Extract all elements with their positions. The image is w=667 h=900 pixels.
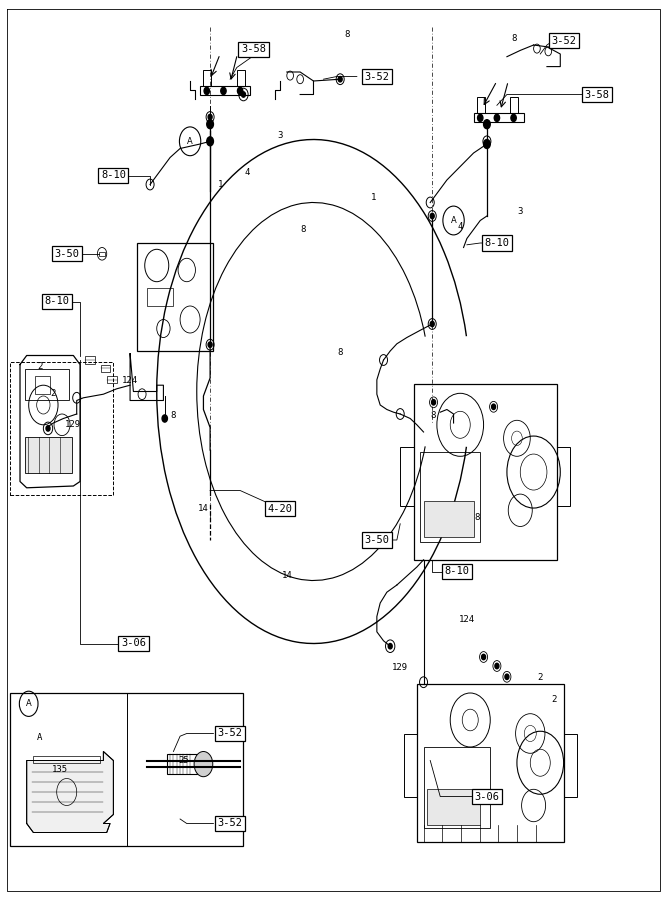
Text: 124: 124 <box>122 376 138 385</box>
Bar <box>424 501 474 537</box>
Bar <box>203 70 211 86</box>
Text: 8-10: 8-10 <box>44 296 69 307</box>
Bar <box>167 754 197 774</box>
Text: 8-10: 8-10 <box>444 566 470 577</box>
Text: 135: 135 <box>52 765 68 774</box>
Circle shape <box>478 114 483 122</box>
Circle shape <box>208 342 212 347</box>
Bar <box>25 369 69 400</box>
Circle shape <box>338 76 342 82</box>
Circle shape <box>484 140 490 148</box>
Text: 8: 8 <box>344 30 350 39</box>
Circle shape <box>511 114 516 122</box>
Polygon shape <box>27 752 113 833</box>
Text: 1: 1 <box>217 180 223 189</box>
Text: 3-50: 3-50 <box>364 535 390 545</box>
Circle shape <box>162 415 167 422</box>
Circle shape <box>207 137 213 146</box>
Bar <box>404 734 417 796</box>
Bar <box>400 447 414 506</box>
Bar <box>10 693 243 846</box>
Bar <box>424 747 490 828</box>
Circle shape <box>430 321 434 327</box>
Bar <box>564 734 577 796</box>
Text: 8-10: 8-10 <box>484 238 510 248</box>
Bar <box>420 452 480 542</box>
Text: 25: 25 <box>178 756 189 765</box>
Circle shape <box>388 644 392 649</box>
Bar <box>10 362 113 495</box>
Text: 8: 8 <box>474 513 480 522</box>
Text: 14: 14 <box>281 572 292 580</box>
Text: 3-52: 3-52 <box>217 728 243 739</box>
Bar <box>107 376 117 383</box>
Text: 8: 8 <box>171 411 176 420</box>
Circle shape <box>241 92 245 97</box>
Text: 2: 2 <box>538 673 543 682</box>
Bar <box>477 97 485 113</box>
Text: 3-58: 3-58 <box>584 89 610 100</box>
Bar <box>427 789 480 825</box>
Text: 8-10: 8-10 <box>101 170 126 181</box>
Bar <box>474 113 524 122</box>
Circle shape <box>221 87 226 94</box>
Text: 3-06: 3-06 <box>474 791 500 802</box>
Circle shape <box>207 120 213 129</box>
Circle shape <box>494 114 500 122</box>
Circle shape <box>432 400 436 405</box>
Text: A: A <box>451 216 456 225</box>
Circle shape <box>430 213 434 219</box>
Circle shape <box>194 752 213 777</box>
Circle shape <box>204 87 209 94</box>
Text: 8: 8 <box>431 411 436 420</box>
Text: 4-20: 4-20 <box>267 503 293 514</box>
Text: 14: 14 <box>198 504 209 513</box>
Circle shape <box>237 87 243 94</box>
Text: 8: 8 <box>338 348 343 357</box>
Text: 3: 3 <box>518 207 523 216</box>
Text: 129: 129 <box>65 420 81 429</box>
Text: 3-50: 3-50 <box>54 248 79 259</box>
Text: 124: 124 <box>459 615 475 624</box>
Text: 4: 4 <box>458 222 463 231</box>
Bar <box>557 447 570 506</box>
Bar <box>35 376 50 394</box>
Bar <box>237 70 245 86</box>
Text: 3-52: 3-52 <box>364 71 390 82</box>
Text: 3-52: 3-52 <box>217 818 243 829</box>
Circle shape <box>484 120 490 129</box>
Circle shape <box>46 426 50 431</box>
Text: A: A <box>26 699 31 708</box>
Circle shape <box>495 663 499 669</box>
Bar <box>147 288 173 306</box>
Bar <box>25 436 72 472</box>
Bar <box>101 364 110 372</box>
Circle shape <box>505 674 509 680</box>
Circle shape <box>208 114 212 120</box>
Bar <box>417 684 564 842</box>
Text: 2: 2 <box>551 695 556 704</box>
Text: 2: 2 <box>51 389 56 398</box>
Text: 3-52: 3-52 <box>551 35 576 46</box>
Text: 8: 8 <box>511 34 516 43</box>
Circle shape <box>492 404 496 410</box>
Text: 4: 4 <box>244 168 249 177</box>
Text: 3-58: 3-58 <box>241 44 266 55</box>
Circle shape <box>482 654 486 660</box>
Text: A: A <box>37 734 43 742</box>
Bar <box>99 252 105 256</box>
Text: A: A <box>187 137 193 146</box>
Bar <box>85 356 95 364</box>
Text: 129: 129 <box>392 663 408 672</box>
Text: 3: 3 <box>277 130 283 140</box>
Text: 3-06: 3-06 <box>121 638 146 649</box>
Text: 8: 8 <box>301 225 306 234</box>
Bar <box>414 384 557 560</box>
Bar <box>510 97 518 113</box>
Bar <box>200 86 250 94</box>
Text: 1: 1 <box>371 194 376 202</box>
Bar <box>33 756 100 763</box>
Text: 2: 2 <box>37 362 43 371</box>
